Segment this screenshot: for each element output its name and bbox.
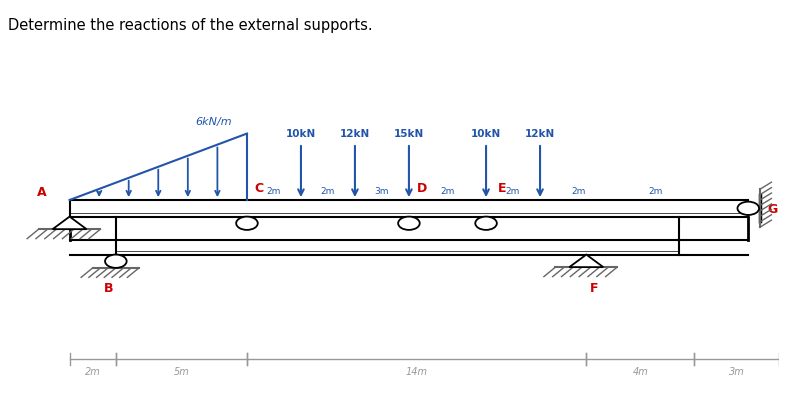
Text: 12kN: 12kN <box>340 129 370 139</box>
Circle shape <box>398 217 419 230</box>
Text: 10kN: 10kN <box>471 129 501 139</box>
Text: D: D <box>416 182 427 195</box>
Text: 2m: 2m <box>648 187 663 196</box>
Text: B: B <box>103 281 113 294</box>
Text: G: G <box>767 202 778 215</box>
Text: 6kN/m: 6kN/m <box>195 117 231 127</box>
Circle shape <box>236 217 258 230</box>
Text: C: C <box>255 182 264 195</box>
Text: F: F <box>589 281 598 294</box>
Text: 4m: 4m <box>633 366 648 376</box>
Text: 10kN: 10kN <box>286 129 316 139</box>
Text: 3m: 3m <box>729 366 745 376</box>
Text: 15kN: 15kN <box>394 129 424 139</box>
Text: 2m: 2m <box>321 187 335 196</box>
Text: A: A <box>37 185 46 198</box>
Circle shape <box>737 202 759 215</box>
Text: 14m: 14m <box>405 366 427 376</box>
Text: 2m: 2m <box>267 187 281 196</box>
Text: Determine the reactions of the external supports.: Determine the reactions of the external … <box>8 18 372 33</box>
Bar <box>69 200 748 217</box>
Text: 3m: 3m <box>375 187 390 196</box>
Polygon shape <box>53 217 87 229</box>
Text: 2m: 2m <box>571 187 586 196</box>
Polygon shape <box>569 255 604 267</box>
Text: 2m: 2m <box>506 187 520 196</box>
Text: 5m: 5m <box>173 366 190 376</box>
Text: 2m: 2m <box>85 366 101 376</box>
Circle shape <box>105 255 127 268</box>
Bar <box>116 241 679 255</box>
Text: E: E <box>497 182 506 195</box>
Text: 2m: 2m <box>440 187 455 196</box>
Text: 12kN: 12kN <box>525 129 555 139</box>
Circle shape <box>475 217 497 230</box>
